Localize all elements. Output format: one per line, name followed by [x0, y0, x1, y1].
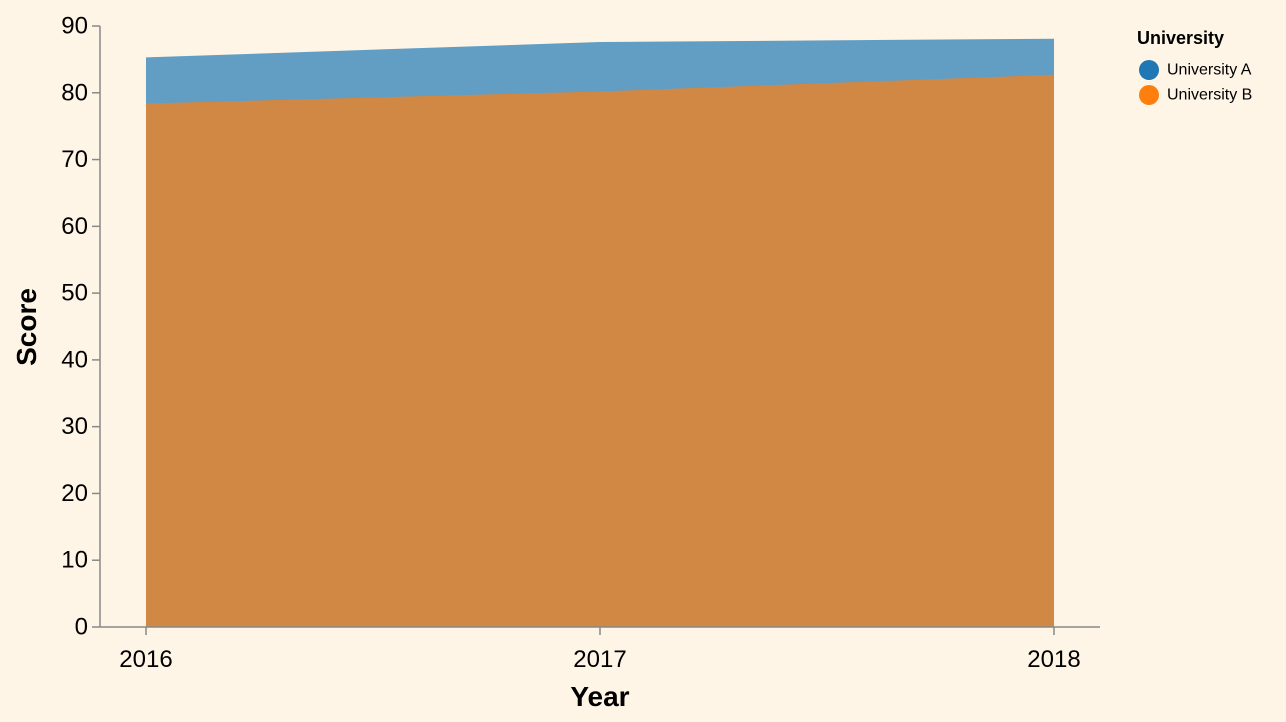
areas-layer — [146, 38, 1054, 627]
legend-label: University B — [1167, 87, 1252, 104]
y-tick-label: 70 — [61, 146, 88, 173]
legend-swatch-university-b — [1139, 85, 1159, 105]
y-axis-title: Score — [11, 288, 42, 366]
legend-swatch-university-a — [1139, 60, 1159, 80]
x-tick-label: 2018 — [1027, 646, 1080, 673]
y-tick-label: 40 — [61, 346, 88, 373]
y-tick-label: 50 — [61, 280, 88, 307]
y-tick-label: 20 — [61, 480, 88, 507]
y-tick-label: 90 — [61, 13, 88, 40]
y-tick-label: 60 — [61, 213, 88, 240]
area-series-university-b — [146, 74, 1054, 627]
x-tick-label: 2016 — [119, 646, 172, 673]
y-tick-label: 80 — [61, 79, 88, 106]
y-tick-label: 30 — [61, 413, 88, 440]
axes-layer: 0 10 20 30 40 50 60 70 80 90 2016 2017 2018 — [61, 13, 1100, 673]
y-tick-label: 0 — [75, 614, 88, 641]
x-axis-title: Year — [570, 681, 629, 712]
y-tick-label: 10 — [61, 547, 88, 574]
legend: University University A University B — [1137, 28, 1252, 105]
legend-label: University A — [1167, 62, 1252, 79]
legend-items: University A University B — [1139, 60, 1252, 105]
x-tick-label: 2017 — [573, 646, 626, 673]
legend-title: University — [1137, 28, 1224, 48]
